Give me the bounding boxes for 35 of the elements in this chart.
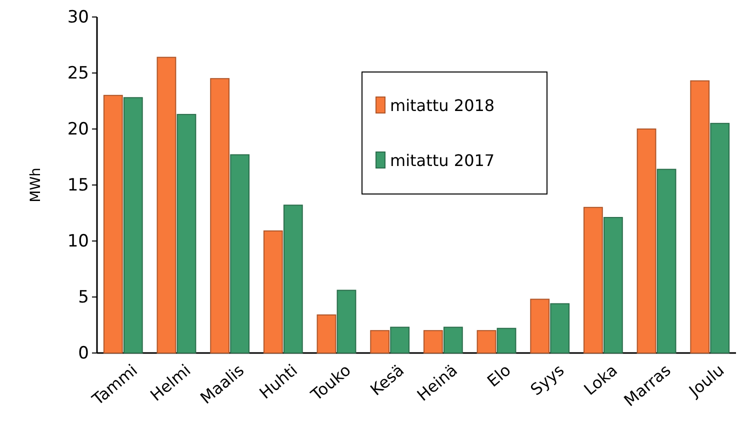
y-tick-label: 10 — [67, 231, 89, 252]
legend-label: mitattu 2018 — [390, 96, 495, 115]
bar — [476, 330, 496, 354]
y-tick-label: 0 — [78, 343, 89, 364]
bar — [263, 230, 283, 354]
bar — [283, 204, 303, 354]
y-tick-label: 30 — [67, 7, 89, 28]
bar — [103, 94, 123, 354]
bar — [336, 290, 356, 354]
y-tick-label: 5 — [78, 287, 89, 308]
bar — [443, 326, 463, 354]
y-tick-label: 15 — [67, 175, 89, 196]
bar — [530, 298, 550, 354]
bar — [316, 314, 336, 354]
x-tick-label: Elo — [483, 360, 514, 391]
bar — [603, 216, 623, 354]
y-tick-label: 20 — [67, 119, 89, 140]
bar — [230, 154, 250, 354]
bar — [496, 328, 516, 354]
bar — [156, 56, 176, 354]
bar — [710, 122, 730, 354]
bar — [550, 303, 570, 354]
bar — [123, 97, 143, 354]
y-tick-label: 25 — [67, 63, 89, 84]
bar — [176, 114, 196, 354]
bar — [423, 330, 443, 354]
bar — [690, 80, 710, 354]
bar — [583, 206, 603, 354]
bar — [210, 78, 230, 354]
bar — [390, 326, 410, 354]
y-axis-title: MWh — [28, 168, 44, 202]
bar — [370, 330, 390, 354]
bar — [636, 128, 656, 354]
bar — [656, 168, 676, 354]
legend-label: mitattu 2017 — [390, 151, 495, 170]
